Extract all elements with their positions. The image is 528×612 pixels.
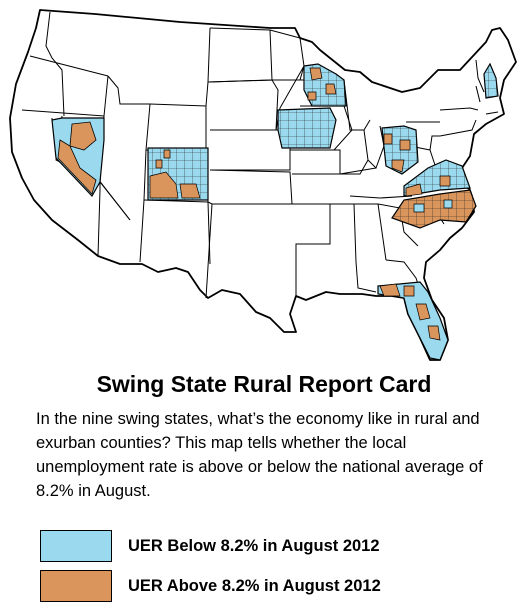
florida bbox=[377, 281, 449, 361]
new-hampshire bbox=[483, 62, 499, 99]
iowa bbox=[277, 107, 337, 149]
nevada bbox=[51, 117, 105, 197]
legend-swatch-below bbox=[40, 530, 112, 562]
map-description: In the nine swing states, what’s the eco… bbox=[36, 410, 483, 500]
virginia bbox=[403, 159, 471, 197]
legend-item-below: UER Below 8.2% in August 2012 bbox=[40, 530, 380, 562]
legend-item-above: UER Above 8.2% in August 2012 bbox=[40, 570, 381, 602]
colorado bbox=[147, 147, 209, 201]
legend-swatch-above bbox=[40, 570, 112, 602]
wisconsin bbox=[303, 63, 347, 107]
us-swing-state-map bbox=[9, 9, 517, 361]
ohio bbox=[381, 125, 419, 175]
north-carolina bbox=[391, 189, 477, 229]
legend-label-below: UER Below 8.2% in August 2012 bbox=[128, 536, 380, 555]
legend-label-above: UER Above 8.2% in August 2012 bbox=[128, 576, 381, 595]
map-title: Swing State Rural Report Card bbox=[96, 371, 432, 397]
